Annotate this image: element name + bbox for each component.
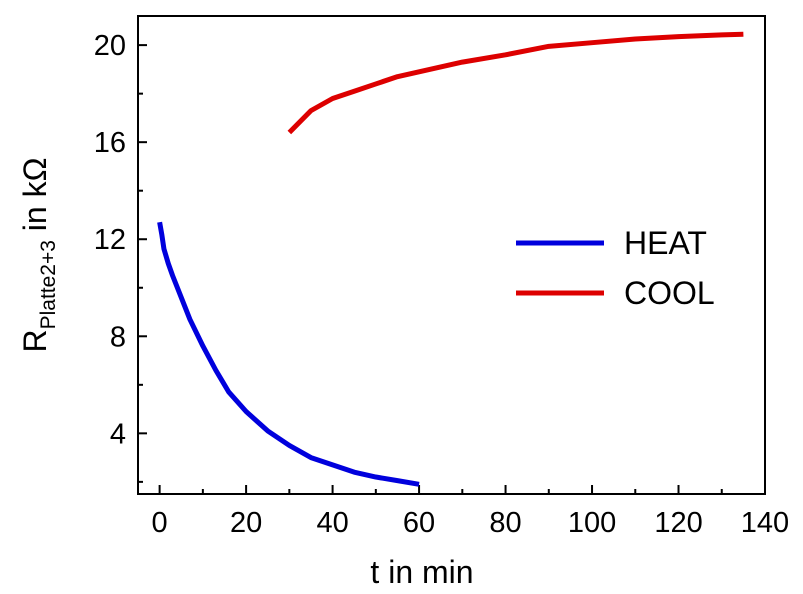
y-tick-label: 4	[110, 418, 126, 450]
x-tick-label: 40	[316, 507, 348, 539]
x-tick-label: 140	[741, 507, 789, 539]
x-tick-label: 20	[230, 507, 262, 539]
y-axis-label-subscript: Platte2+3	[37, 240, 60, 329]
series-line-heat	[157, 221, 420, 487]
series-layer	[157, 31, 744, 487]
x-axis-label: t in min	[370, 554, 473, 590]
y-tick-label: 12	[94, 224, 126, 256]
x-tick-label: 0	[152, 507, 168, 539]
axis-ticks	[138, 44, 766, 494]
series-line-cool	[287, 31, 744, 135]
legend-label-cool: COOL	[624, 275, 715, 311]
y-axis-label-suffix: in kΩ	[17, 157, 53, 240]
y-axis-label: RPlatte2+3 in kΩ	[17, 157, 60, 352]
y-axis-label-base: R	[17, 329, 53, 352]
y-tick-label: 16	[94, 127, 126, 159]
legend: HEAT COOL	[516, 225, 715, 311]
x-tick-label: 60	[403, 507, 435, 539]
y-tick-label: 20	[94, 30, 126, 62]
tick-labels: 0 20 40 60 80 100 120 140 4 8 12 16 20	[94, 30, 789, 539]
legend-label-heat: HEAT	[624, 225, 707, 261]
x-tick-label: 80	[489, 507, 521, 539]
x-tick-label: 100	[568, 507, 616, 539]
plot-frame	[137, 15, 766, 495]
y-tick-label: 8	[110, 321, 126, 353]
x-tick-label: 120	[654, 507, 702, 539]
